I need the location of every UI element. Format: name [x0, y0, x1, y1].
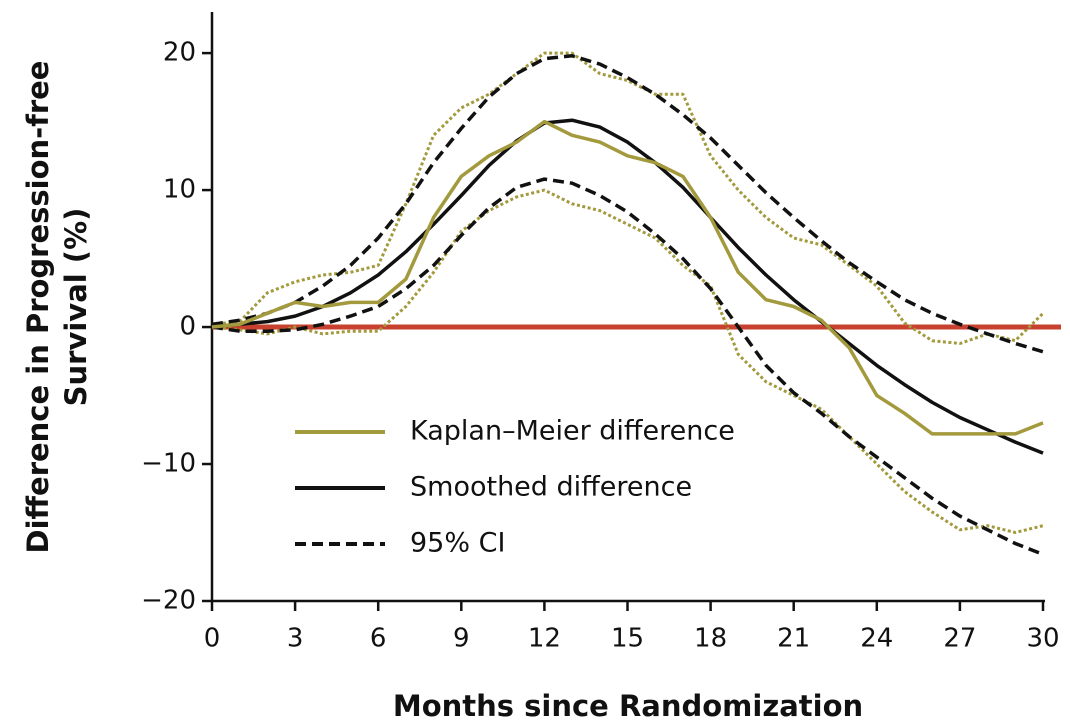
series-line: [211, 119, 1044, 436]
x-tick-label: 3: [287, 624, 304, 654]
series-line: [211, 51, 1045, 345]
y-tick-label: 20: [163, 38, 196, 68]
x-tick-label: 24: [860, 624, 893, 654]
x-tick-label: 0: [204, 624, 221, 654]
series-line: [211, 118, 1044, 455]
x-tick-label: 9: [453, 624, 470, 654]
x-tick-label: 12: [528, 624, 561, 654]
legend-label: Smoothed difference: [410, 472, 692, 503]
x-tick-label: 30: [1026, 624, 1059, 654]
legend-label: 95% CI: [410, 528, 505, 559]
y-axis-title-line: Difference in Progression-free: [21, 61, 55, 554]
x-axis-title: Months since Randomization: [393, 689, 863, 723]
x-tick-label: 18: [694, 624, 727, 654]
x-tick-label: 27: [943, 624, 976, 654]
x-tick-label: 6: [370, 624, 387, 654]
x-tick-label: 15: [611, 624, 644, 654]
series-line: [211, 54, 1044, 354]
x-tick-label: 21: [777, 624, 810, 654]
y-axis-title: Difference in Progression-free Survival …: [21, 61, 93, 554]
series-line: [211, 177, 1044, 557]
y-tick-label: 10: [163, 175, 196, 205]
y-axis-title-line: Survival (%): [59, 208, 93, 407]
y-tick-label: −10: [141, 449, 196, 479]
legend-label: Kaplan–Meier difference: [410, 416, 735, 447]
y-tick-label: −20: [141, 586, 196, 616]
y-tick-label: 0: [179, 312, 196, 342]
